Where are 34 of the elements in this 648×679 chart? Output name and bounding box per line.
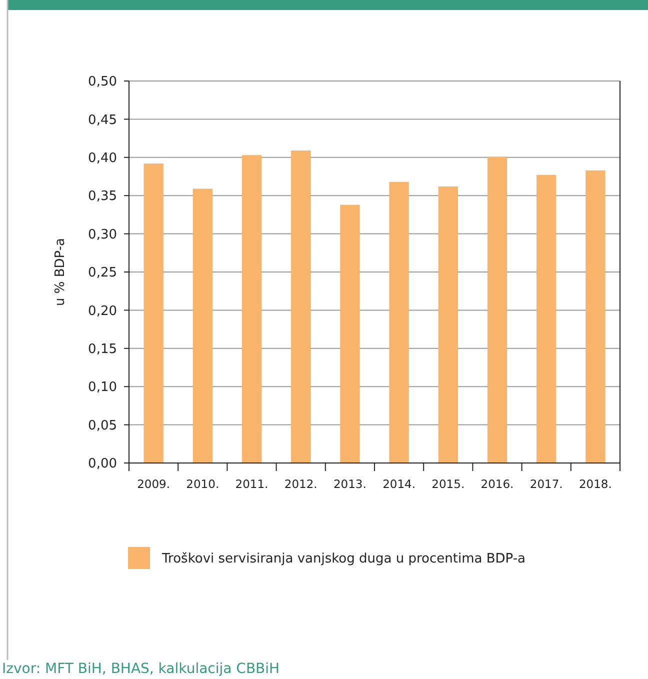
x-tick-label: 2018. xyxy=(578,477,612,491)
y-tick-label: 0,40 xyxy=(88,150,117,166)
text: Izvor: MFT BiH, BHAS, kalkulacija CBBiH xyxy=(2,661,280,677)
x-tick-label: 2013. xyxy=(333,477,366,491)
x-tick-label: 2011. xyxy=(235,477,268,491)
y-tick-label: 0,50 xyxy=(88,74,117,90)
y-axis-title: u % BDP-a xyxy=(53,238,68,306)
x-tick-label: 2010. xyxy=(186,477,220,491)
y-tick-label: 0,00 xyxy=(88,456,117,472)
x-tick-label: 2017. xyxy=(530,477,563,491)
x-tick-label: 2012. xyxy=(284,477,318,491)
x-tick-label: 2014. xyxy=(382,477,416,491)
bar xyxy=(438,186,458,463)
bar xyxy=(291,150,311,463)
bar xyxy=(536,174,556,463)
legend-label: Troškovi servisiranja vanjskog duga u procentima BDP-a xyxy=(161,552,526,567)
y-tick-label: 0,10 xyxy=(88,380,117,396)
y-tick-label: 0,05 xyxy=(88,418,117,434)
x-tick-label: 2009. xyxy=(137,477,170,491)
bar xyxy=(487,156,508,463)
y-tick-label: 0,15 xyxy=(88,342,117,357)
bar xyxy=(389,182,409,463)
bar xyxy=(192,188,212,463)
bar xyxy=(144,164,164,463)
y-tick-label: 0,20 xyxy=(88,304,117,319)
bar xyxy=(242,155,262,463)
y-tick-label: 0,25 xyxy=(88,266,117,281)
y-tick-label: 0,30 xyxy=(88,227,117,242)
bar xyxy=(340,204,360,463)
bar xyxy=(586,170,606,463)
x-tick-label: 2015. xyxy=(432,477,465,491)
x-tick-label: 2016. xyxy=(480,477,514,491)
y-tick-label: 0,45 xyxy=(88,112,117,128)
y-tick-label: 0,35 xyxy=(88,189,117,204)
